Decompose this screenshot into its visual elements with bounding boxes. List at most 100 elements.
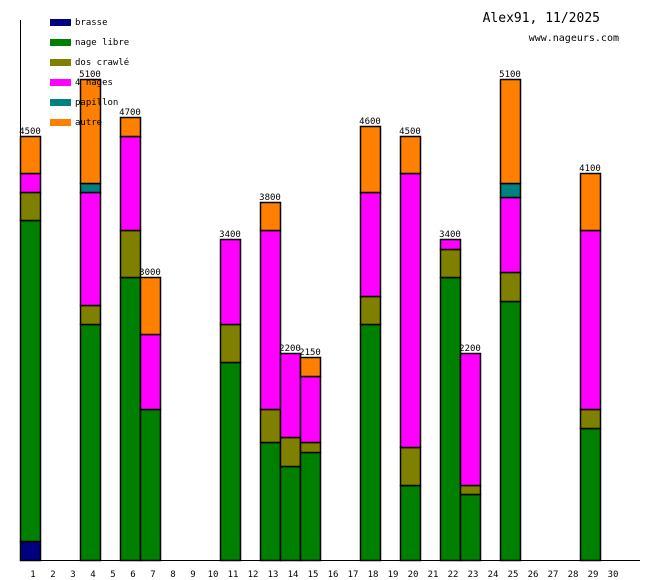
- bar-segment-autre-day-20: [399, 135, 422, 175]
- bar-segment-4-nages-day-7: [139, 333, 162, 411]
- x-tick-label: 16: [328, 570, 339, 580]
- bar-segment-dos-crawlé-day-6: [119, 229, 142, 279]
- bar-segment-dos-crawlé-day-20: [399, 446, 422, 487]
- bar-segment-4-nages-day-15: [299, 375, 322, 444]
- bar-segment-4-nages-day-29: [579, 229, 602, 411]
- bar-segment-nage-libre-day-11: [219, 361, 242, 562]
- bar-segment-nage-libre-day-13: [259, 441, 282, 562]
- bar-segment-nage-libre-day-15: [299, 451, 322, 562]
- legend: brasse nage libre dos crawlé 4 nages papillo…: [50, 18, 129, 128]
- chart-title: Alex91, 11/2025: [483, 11, 600, 26]
- total-label: 4700: [119, 108, 141, 118]
- x-tick-label: 28: [568, 570, 579, 580]
- bar-segment-dos-crawlé-day-22: [439, 248, 462, 279]
- bar-segment-4-nages-day-13: [259, 229, 282, 411]
- x-tick-label: 19: [388, 570, 399, 580]
- bar-segment-4-nages-day-23: [459, 352, 482, 487]
- legend-swatch: [50, 19, 71, 26]
- bar-segment-papillon-day-4: [79, 182, 102, 194]
- bar-segment-nage-libre-day-4: [79, 323, 102, 562]
- x-tick-label: 10: [208, 570, 219, 580]
- bar-segment-autre-day-18: [359, 125, 382, 194]
- bar-segment-4-nages-day-11: [219, 238, 242, 326]
- x-tick-label: 20: [408, 570, 419, 580]
- total-label: 4100: [579, 164, 601, 174]
- x-tick-label: 15: [308, 570, 319, 580]
- legend-swatch: [50, 59, 71, 66]
- x-tick-label: 23: [468, 570, 479, 580]
- bar-segment-nage-libre-day-6: [119, 276, 142, 562]
- legend-swatch: [50, 119, 71, 126]
- x-tick-label: 25: [508, 570, 519, 580]
- bar-segment-nage-libre-day-22: [439, 276, 462, 562]
- bar-segment-4-nages-day-1: [19, 172, 42, 194]
- x-tick-label: 22: [448, 570, 459, 580]
- bar-segment-nage-libre-day-29: [579, 427, 602, 562]
- total-label: 5100: [499, 70, 521, 80]
- legend-label: 4 nages: [75, 78, 113, 88]
- x-tick-label: 24: [488, 570, 499, 580]
- x-tick-label: 30: [608, 570, 619, 580]
- x-tick-label: 1: [30, 570, 35, 580]
- x-tick-label: 27: [548, 570, 559, 580]
- bar-segment-dos-crawlé-day-13: [259, 408, 282, 444]
- bar-segment-autre-day-4: [79, 78, 102, 185]
- legend-label: autre: [75, 118, 102, 128]
- x-tick-labels: 1 2 3 4 5 6 7 8 9 10 11 12 13 14 15 16 17 18 19 20 21 22 23 24 2…: [30, 570, 618, 580]
- total-label: 3800: [259, 193, 281, 203]
- legend-label: brasse: [75, 18, 108, 28]
- total-label: 4500: [19, 127, 41, 137]
- total-label: 2200: [459, 344, 481, 354]
- bar-segment-papillon-day-25: [499, 182, 522, 199]
- bar-segment-nage-libre-day-7: [139, 408, 162, 562]
- bar-segment-nage-libre-day-25: [499, 300, 522, 562]
- bar-segment-dos-crawlé-day-23: [459, 484, 482, 496]
- bar-segment-nage-libre-day-14: [279, 465, 302, 562]
- bar-segment-4-nages-day-22: [439, 238, 462, 251]
- x-tick-label: 17: [348, 570, 359, 580]
- total-labels: 4500510047003000340038002200215046004500…: [19, 70, 601, 358]
- bar-segment-dos-crawlé-day-25: [499, 271, 522, 303]
- bar-segment-autre-day-29: [579, 172, 602, 232]
- bar-segment-4-nages-day-25: [499, 196, 522, 274]
- bar-segment-dos-crawlé-day-4: [79, 304, 102, 326]
- total-label: 3400: [439, 230, 461, 240]
- x-tick-label: 2: [50, 570, 55, 580]
- bar-segment-4-nages-day-4: [79, 191, 102, 307]
- x-tick-label: 13: [268, 570, 279, 580]
- legend-swatch: [50, 79, 71, 86]
- x-tick-label: 26: [528, 570, 539, 580]
- bar-segment-dos-crawlé-day-15: [299, 441, 322, 454]
- bar-segment-autre-day-7: [139, 276, 162, 336]
- total-label: 3000: [139, 268, 161, 278]
- bar-segment-brasse-day-1: [19, 540, 42, 562]
- legend-label: papillon: [75, 98, 118, 108]
- x-tick-label: 21: [428, 570, 439, 580]
- bar-segment-autre-day-13: [259, 201, 282, 232]
- total-label: 2200: [279, 344, 301, 354]
- total-label: 3400: [219, 230, 241, 240]
- bar-segment-autre-day-6: [119, 116, 142, 138]
- bar-segment-nage-libre-day-20: [399, 484, 422, 562]
- bar-segment-4-nages-day-18: [359, 191, 382, 298]
- bar-segment-nage-libre-day-23: [459, 493, 482, 562]
- x-tick-label: 29: [588, 570, 599, 580]
- bar-segment-nage-libre-day-18: [359, 323, 382, 562]
- x-tick-label: 12: [248, 570, 259, 580]
- bar-segment-autre-day-15: [299, 356, 322, 378]
- legend-label: nage libre: [75, 38, 129, 48]
- bar-segment-autre-day-25: [499, 78, 522, 185]
- total-label: 5100: [79, 70, 101, 80]
- bar-segment-nage-libre-day-1: [19, 219, 42, 543]
- x-tick-label: 7: [150, 570, 155, 580]
- x-tick-label: 8: [170, 570, 175, 580]
- bar-segment-dos-crawlé-day-1: [19, 191, 42, 222]
- x-tick-label: 6: [130, 570, 135, 580]
- bar-segment-4-nages-day-14: [279, 352, 302, 439]
- x-tick-label: 9: [190, 570, 195, 580]
- bar-segment-dos-crawlé-day-18: [359, 295, 382, 326]
- total-label: 4600: [359, 117, 381, 127]
- chart-subtitle: www.nageurs.com: [529, 33, 619, 44]
